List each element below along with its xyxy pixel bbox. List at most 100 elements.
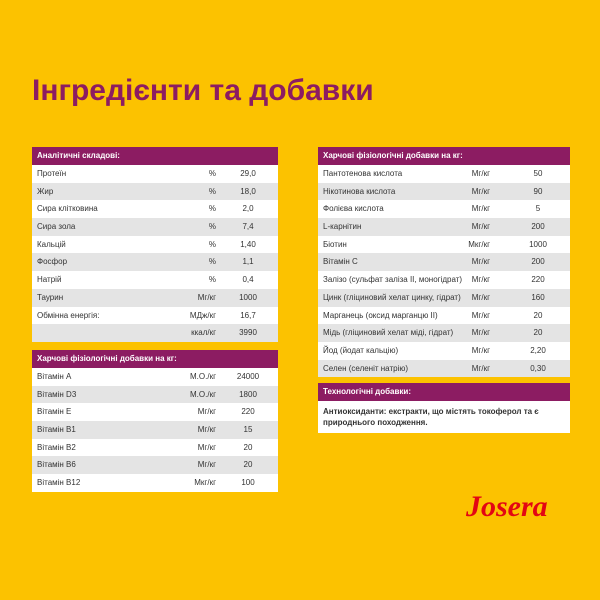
row-name: Марганець (оксид марганцю II) bbox=[323, 310, 438, 320]
table-header: Харчові фізіологічні добавки на кг: bbox=[32, 350, 278, 368]
row-name: Натрій bbox=[37, 275, 62, 285]
row-unit: Мг/кг bbox=[197, 425, 216, 435]
row-name: Йод (йодат кальцію) bbox=[323, 345, 399, 355]
row-unit: М.О./кг bbox=[190, 372, 216, 381]
row-name: Кальцій bbox=[37, 239, 66, 249]
table-row: Фолієва кислота Мг/кг 5 bbox=[318, 200, 570, 218]
logo: Josera bbox=[466, 490, 548, 523]
row-unit: Мг/кг bbox=[471, 345, 490, 355]
row-unit: % bbox=[208, 169, 216, 178]
row-value: 20 bbox=[533, 310, 543, 320]
row-name: Вітамін A bbox=[37, 372, 72, 381]
table-row: Сира клітковина% 2,0 bbox=[32, 200, 278, 218]
row-value: 0,30 bbox=[530, 363, 546, 373]
table-header: Аналітичні складові: bbox=[32, 147, 278, 165]
row-unit: Мг/кг bbox=[471, 328, 490, 338]
row-name: Обмінна енергія: bbox=[37, 310, 100, 320]
row-value: 200 bbox=[531, 257, 545, 267]
row-name: Жир bbox=[37, 186, 54, 196]
row-unit: Мг/кг bbox=[471, 292, 490, 302]
row-unit: ккал/кг bbox=[191, 328, 216, 338]
table-row: Вітамін B6 Мг/кг 20 bbox=[32, 456, 278, 475]
row-value: 200 bbox=[531, 222, 545, 232]
table-row: ккал/кг 3990 bbox=[32, 324, 278, 342]
table-row: Біотин Мкг/кг 1000 bbox=[318, 236, 570, 254]
table-row: Йод (йодат кальцію) Мг/кг 2,20 bbox=[318, 342, 570, 360]
table: Технологічні добавки: Антиоксиданти: екст… bbox=[318, 383, 570, 433]
row-unit: Мг/кг bbox=[471, 257, 490, 267]
row-value: 18,0 bbox=[240, 186, 256, 196]
row-value: 1000 bbox=[239, 292, 257, 302]
row-name: Фосфор bbox=[37, 257, 68, 267]
row-name: Біотин bbox=[323, 239, 347, 249]
row-name: Пантотенова кислота bbox=[323, 169, 403, 178]
row-unit: Мг/кг bbox=[197, 442, 216, 452]
row-name: Залізо (сульфат заліза II, моногідрат) bbox=[323, 275, 463, 285]
table-row: Протеїн% 29,0 bbox=[32, 165, 278, 183]
row-unit: МДж/кг bbox=[189, 310, 216, 320]
table-header: Технологічні добавки: bbox=[318, 383, 570, 401]
row-name: Фолієва кислота bbox=[323, 204, 384, 214]
row-unit: % bbox=[208, 239, 216, 249]
row-unit: % bbox=[208, 222, 216, 232]
row-name: Вітамін B2 bbox=[37, 442, 76, 452]
table-row: Кальцій% 1,40 bbox=[32, 236, 278, 254]
row-name: Протеїн bbox=[37, 169, 67, 178]
table-row: Нікотинова кислота Мг/кг 90 bbox=[318, 182, 570, 201]
table-row: Вітамін D3 М.О./кг 1800 bbox=[32, 385, 278, 404]
row-name: Нікотинова кислота bbox=[323, 186, 396, 196]
row-value: 29,0 bbox=[240, 169, 256, 178]
row-value: 2,20 bbox=[530, 345, 546, 355]
table-row: Сира зола% 7,4 bbox=[32, 218, 278, 236]
row-name: L-карнітин bbox=[323, 222, 362, 232]
table-row: Мідь (гліциновий хелат міді, гідрат) Мг/к… bbox=[318, 324, 570, 342]
table-row: Таурин Мг/кг 1000 bbox=[32, 288, 278, 307]
row-unit: Мг/кг bbox=[197, 292, 216, 302]
row-name: Вітамін B1 bbox=[37, 425, 76, 435]
row-name: Сира клітковина bbox=[37, 204, 98, 214]
row-value: 20 bbox=[243, 442, 253, 452]
row-name: Вітамін D3 bbox=[37, 389, 77, 399]
table-row: Фосфор% 1,1 bbox=[32, 253, 278, 272]
row-name: Селен (селеніт натрію) bbox=[323, 363, 409, 373]
row-unit: Мг/кг bbox=[471, 204, 490, 214]
table-row: Вітамін B2 Мг/кг 20 bbox=[32, 439, 278, 457]
row-unit: Мкг/кг bbox=[468, 239, 490, 249]
row-value: 16,7 bbox=[240, 310, 256, 320]
row-value: 0,4 bbox=[242, 275, 254, 285]
row-unit: М.О./кг bbox=[190, 389, 216, 399]
title: Інгредієнти та добавки bbox=[32, 74, 374, 107]
table-row: L-карнітин Мг/кг 200 bbox=[318, 218, 570, 236]
row-unit: % bbox=[208, 257, 216, 267]
row-value: 1,1 bbox=[242, 257, 254, 267]
row-unit: Мг/кг bbox=[471, 275, 490, 285]
table-row: Залізо (сульфат заліза II, моногідрат) Мг… bbox=[318, 271, 570, 289]
table: Харчові фізіологічні добавки на кг: Вітам… bbox=[32, 350, 278, 492]
row-value: 100 bbox=[241, 478, 255, 488]
row-value: 90 bbox=[533, 186, 543, 196]
row-name: Сира зола bbox=[37, 222, 76, 232]
row-unit: Мг/кг bbox=[471, 186, 490, 196]
row-unit: Мг/кг bbox=[471, 169, 490, 178]
table-header: Харчові фізіологічні добавки на кг: bbox=[318, 147, 570, 165]
table: Харчові фізіологічні добавки на кг: Панто… bbox=[318, 147, 570, 378]
row-value: 50 bbox=[533, 169, 543, 178]
table-row: Жир% 18,0 bbox=[32, 182, 278, 201]
table-text: Антиоксиданти: екстракти, що містять ток… bbox=[323, 407, 539, 427]
row-unit: Мг/кг bbox=[197, 407, 216, 417]
row-name: Вітамін C bbox=[323, 257, 358, 267]
row-value: 220 bbox=[241, 407, 255, 417]
row-name: Вітамін E bbox=[37, 407, 72, 417]
row-name: Вітамін B6 bbox=[37, 460, 76, 470]
table-row: Селен (селеніт натрію) Мг/кг 0,30 bbox=[318, 359, 570, 378]
row-value: 1800 bbox=[239, 389, 257, 399]
row-name: Вітамін B12 bbox=[37, 478, 81, 488]
row-value: 3990 bbox=[239, 328, 257, 338]
row-value: 160 bbox=[531, 292, 545, 302]
row-unit: Мг/кг bbox=[197, 460, 216, 470]
row-unit: Мг/кг bbox=[471, 222, 490, 232]
row-unit: % bbox=[208, 186, 216, 196]
row-value: 1000 bbox=[529, 239, 547, 249]
row-unit: % bbox=[208, 204, 216, 214]
